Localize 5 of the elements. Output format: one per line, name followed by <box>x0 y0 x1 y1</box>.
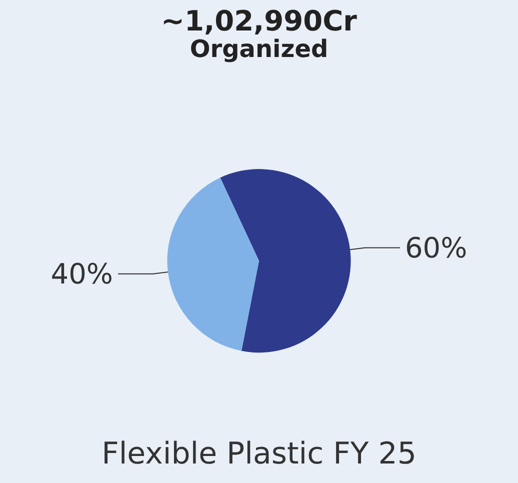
data-label: 40% <box>50 257 114 290</box>
data-label: 60% <box>404 231 468 264</box>
chart-title: ~1,02,990Cr <box>161 4 358 38</box>
text: Flexible Plastic FY 25 <box>102 436 416 472</box>
chart-subtitle: Organized <box>190 35 328 63</box>
